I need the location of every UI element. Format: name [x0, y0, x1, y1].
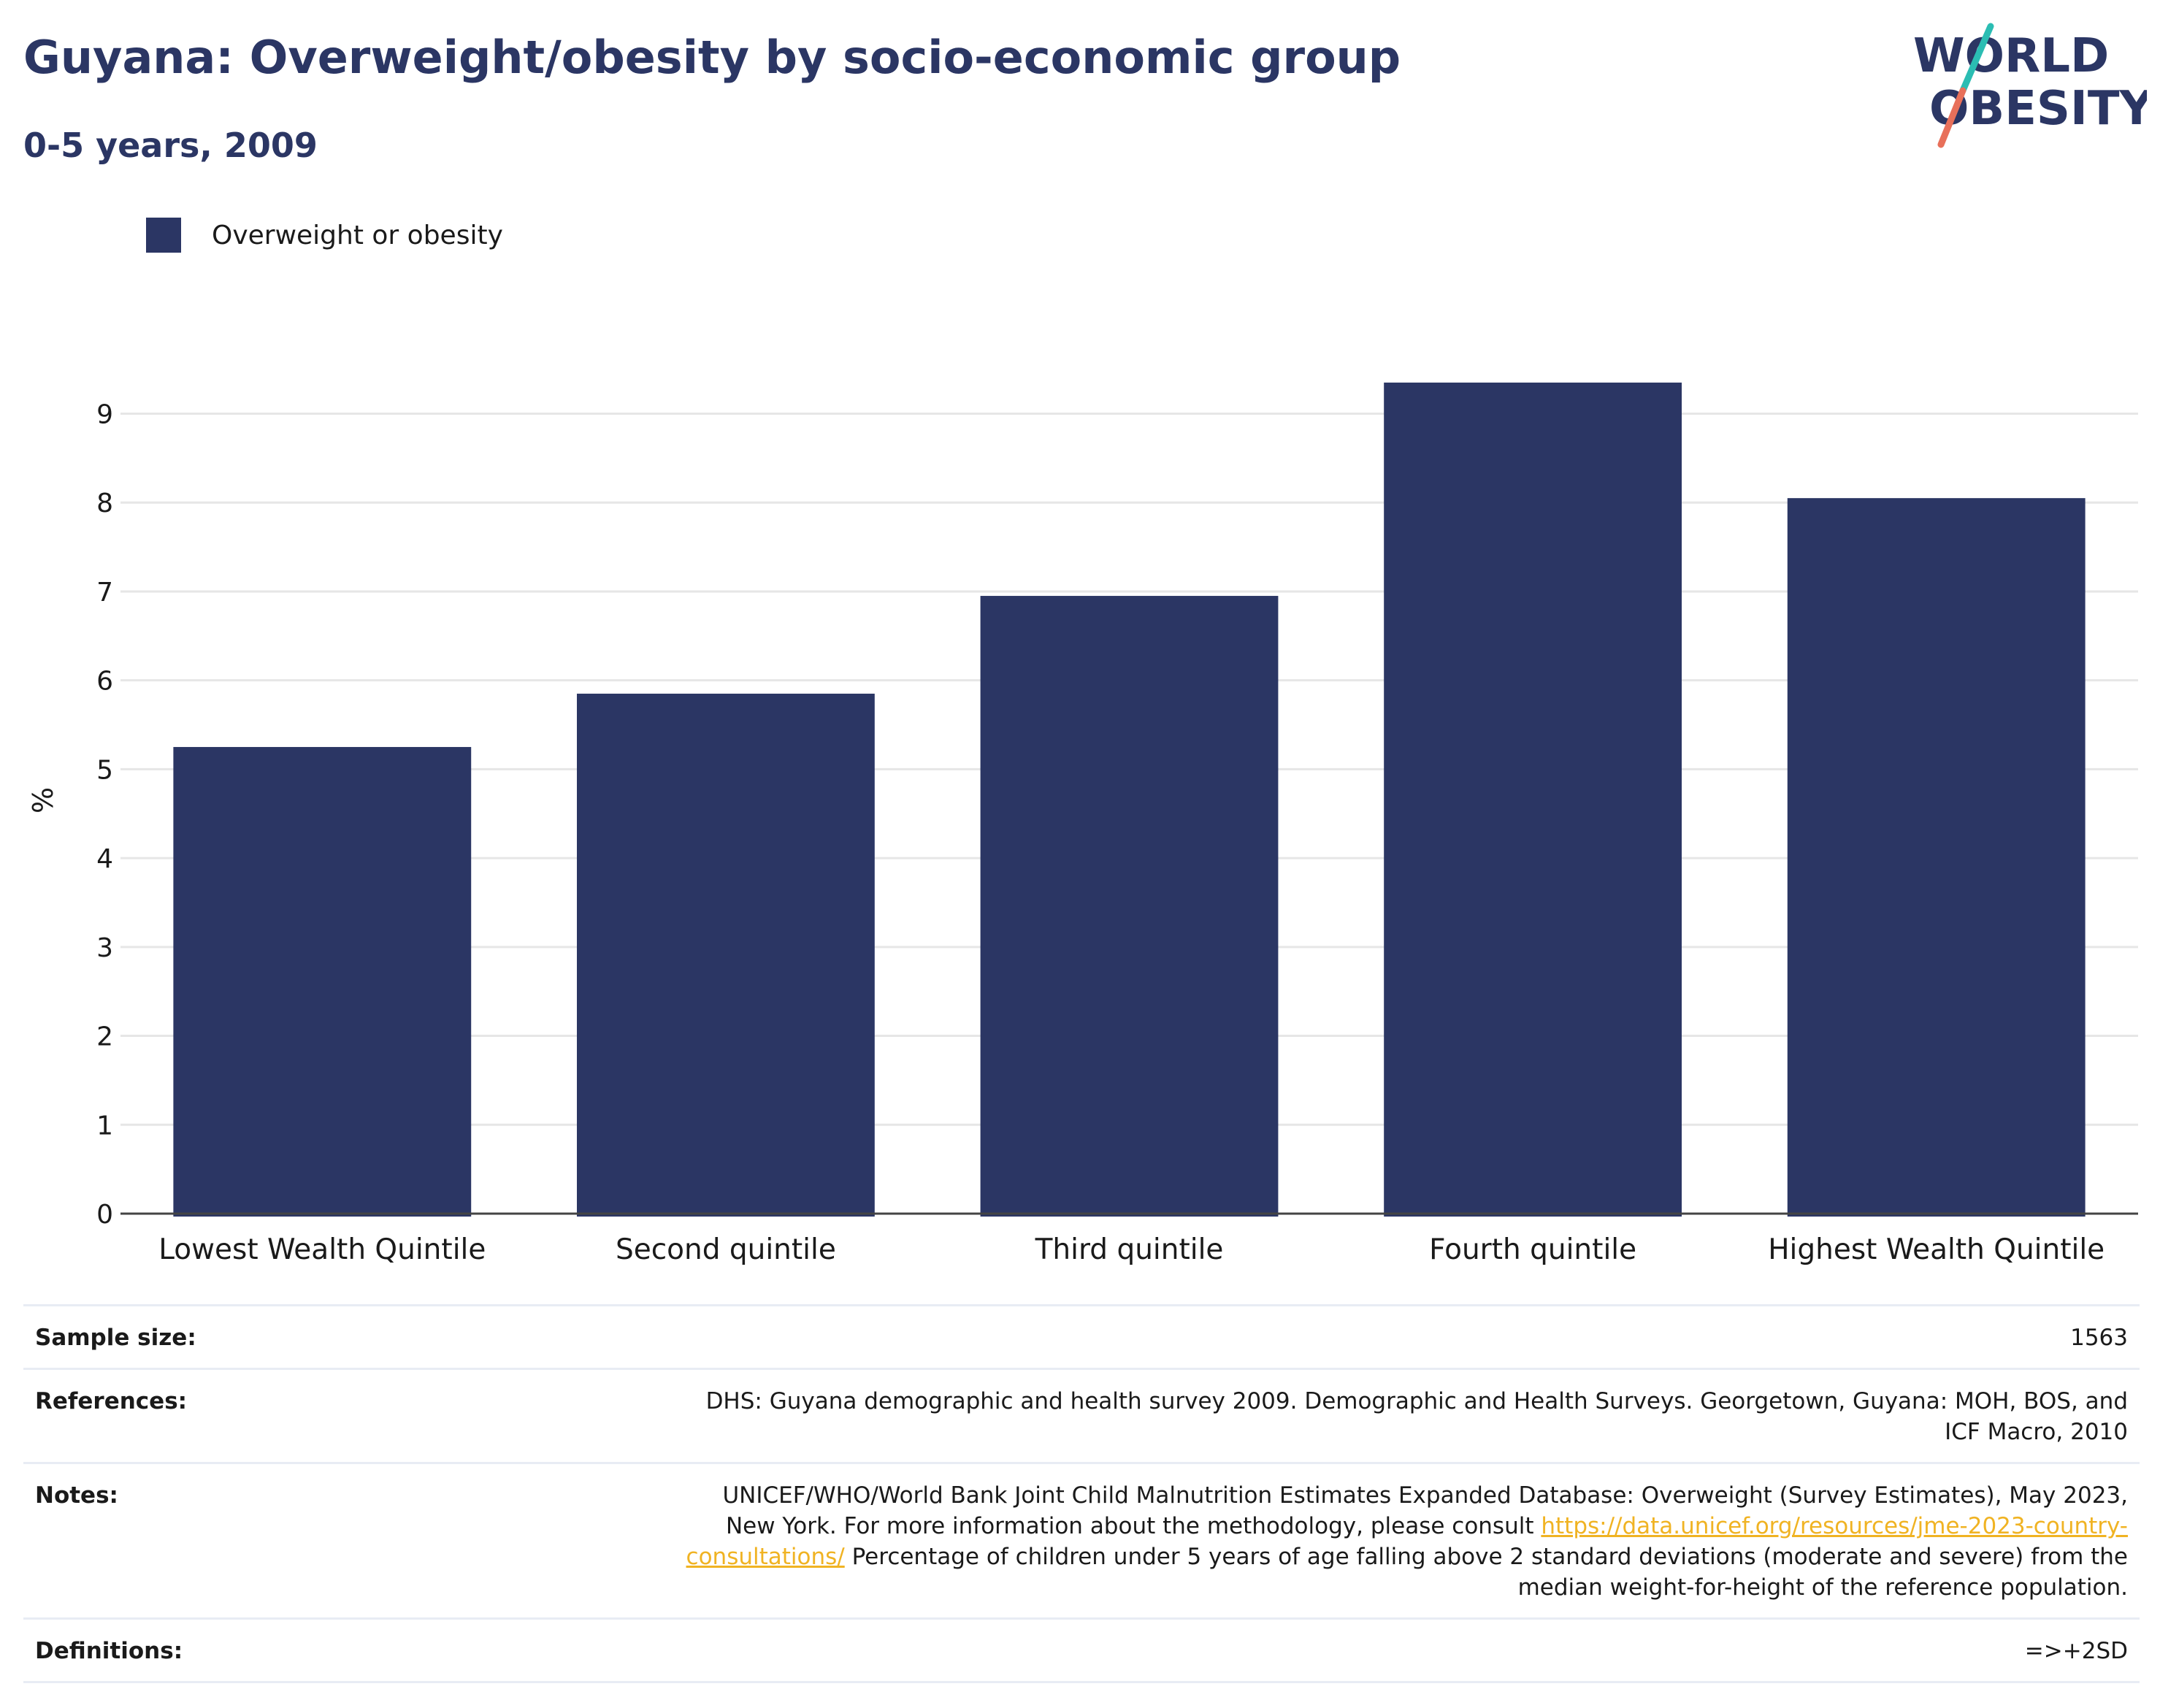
- info-row-definitions: Definitions: =>+2SD: [23, 1617, 2140, 1683]
- x-tick-label: Third quintile: [1035, 1233, 1224, 1266]
- bar-3[interactable]: [1384, 382, 1682, 1217]
- definitions-label: Definitions:: [35, 1638, 183, 1664]
- logo-text-world: WORLD: [1913, 29, 2109, 83]
- bar-1[interactable]: [576, 693, 875, 1217]
- y-tick-label: 0: [96, 1200, 113, 1230]
- info-row-sample-size: Sample size: 1563: [23, 1304, 2140, 1368]
- notes-value: UNICEF/WHO/World Bank Joint Child Malnut…: [667, 1480, 2128, 1603]
- y-tick-label: 2: [96, 1022, 113, 1052]
- logo-slash-icon-lower: [1937, 87, 1966, 148]
- legend-swatch: [146, 218, 181, 253]
- world-obesity-logo: WORLD OBESITY: [1913, 23, 2147, 148]
- references-value: DHS: Guyana demographic and health surve…: [705, 1388, 2128, 1445]
- notes-label: Notes:: [35, 1482, 118, 1509]
- bar-0[interactable]: [173, 746, 472, 1217]
- x-tick-label: Second quintile: [616, 1233, 836, 1266]
- info-table: Sample size: 1563 References: DHS: Guyan…: [23, 1304, 2140, 1683]
- references-label: References:: [35, 1388, 188, 1414]
- bar-4[interactable]: [1787, 498, 2086, 1217]
- y-tick-label: 6: [96, 667, 113, 697]
- sample-size-label: Sample size:: [35, 1325, 196, 1351]
- chart-title: Guyana: Overweight/obesity by socio-econ…: [23, 31, 1401, 84]
- sample-size-value: 1563: [2070, 1325, 2128, 1351]
- info-row-references: References: DHS: Guyana demographic and …: [23, 1368, 2140, 1462]
- info-row-notes: Notes: UNICEF/WHO/World Bank Joint Child…: [23, 1462, 2140, 1617]
- bars: [173, 382, 2086, 1217]
- x-axis-ticks: Lowest Wealth Quintile Second quintile Thi…: [158, 1233, 2105, 1266]
- notes-text-after: Percentage of children under 5 years of …: [851, 1544, 2128, 1601]
- y-tick-label: 5: [96, 755, 113, 785]
- chart-legend[interactable]: Overweight or obesity: [146, 218, 503, 253]
- y-tick-label: 3: [96, 933, 113, 963]
- y-tick-label: 9: [96, 400, 113, 430]
- notes-link[interactable]: https://data.unicef.org/resources/jme-20…: [686, 1513, 2128, 1570]
- y-tick-label: 8: [96, 489, 113, 518]
- y-tick-label: 4: [96, 844, 113, 874]
- chart-subtitle: 0-5 years, 2009: [23, 126, 318, 165]
- x-tick-label: Lowest Wealth Quintile: [158, 1233, 486, 1266]
- y-tick-label: 7: [96, 578, 113, 608]
- x-tick-label: Fourth quintile: [1429, 1233, 1636, 1266]
- logo-slash-icon: [1959, 23, 1994, 94]
- x-tick-label: Highest Wealth Quintile: [1768, 1233, 2105, 1266]
- y-axis-label: %: [27, 787, 59, 813]
- notes-text-before: UNICEF/WHO/World Bank Joint Child Malnut…: [722, 1482, 2128, 1539]
- bar-chart: 0 1 2 3 4 5 6 7 8 9 Lowest Wealth Quintile Second …: [27, 382, 2138, 1266]
- legend-label: Overweight or obesity: [212, 220, 503, 250]
- y-tick-label: 1: [96, 1111, 113, 1141]
- definitions-value: =>+2SD: [2024, 1638, 2128, 1664]
- bar-2[interactable]: [980, 596, 1279, 1217]
- y-axis-ticks: 0 1 2 3 4 5 6 7 8 9: [96, 400, 113, 1230]
